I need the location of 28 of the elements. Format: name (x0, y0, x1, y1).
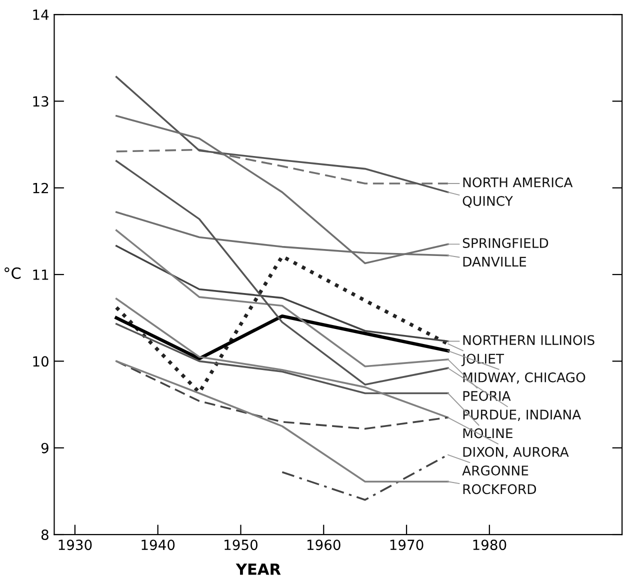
series-label: NORTH AMERICA (463, 177, 573, 188)
x-tick-label: 1980 (473, 540, 506, 550)
text: MIDWAY, CHICAGO (463, 372, 586, 384)
text: PURDUE, INDIANA (463, 410, 582, 421)
x-axis-title: YEAR (236, 564, 281, 575)
series-label: SPRINGFIELD (462, 238, 548, 248)
series-label: QUINCY (462, 196, 513, 208)
series-label: ROCKFORD (463, 484, 536, 494)
series-label: JOLIET (461, 354, 504, 366)
y-tick-label: 9 (41, 442, 48, 454)
text: MOLINE (463, 428, 512, 438)
series-label: DANVILLE (463, 256, 526, 266)
y-tick-label: 11 (33, 270, 48, 280)
y-tick-label: 13 (33, 96, 48, 107)
series-label: NORTHERN ILLINOIS (463, 335, 594, 346)
series-label: ARGONNE (462, 466, 528, 476)
text: PEORIA (463, 391, 511, 401)
x-tick-label: 1970 (390, 540, 424, 550)
y-axis-title: °C (4, 267, 21, 279)
y-tick-label: 12 (33, 182, 48, 194)
x-tick-label: 1940 (142, 540, 175, 550)
x-tick-label: 1950 (224, 540, 258, 550)
text: DIXON, AURORA (463, 446, 569, 458)
y-tick-label: 8 (41, 529, 48, 540)
x-tick-label: 1930 (58, 540, 92, 550)
y-tick-label: 10 (33, 356, 48, 367)
x-tick-label: 1960 (307, 540, 340, 550)
y-tick-label: 14 (33, 10, 49, 20)
